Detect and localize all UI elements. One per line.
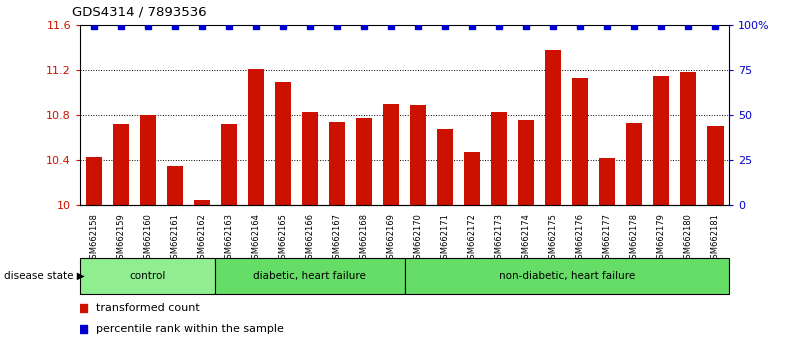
Bar bbox=[221, 124, 237, 205]
Bar bbox=[518, 120, 534, 205]
Text: percentile rank within the sample: percentile rank within the sample bbox=[96, 324, 284, 334]
Bar bbox=[680, 72, 697, 205]
Bar bbox=[437, 129, 453, 205]
Bar bbox=[654, 75, 670, 205]
Bar bbox=[464, 152, 480, 205]
Text: non-diabetic, heart failure: non-diabetic, heart failure bbox=[498, 271, 635, 281]
Bar bbox=[275, 82, 291, 205]
Bar bbox=[139, 115, 155, 205]
Bar bbox=[383, 104, 399, 205]
Bar bbox=[545, 50, 562, 205]
Bar bbox=[167, 166, 183, 205]
Bar bbox=[491, 112, 507, 205]
Text: disease state ▶: disease state ▶ bbox=[4, 271, 85, 281]
Text: diabetic, heart failure: diabetic, heart failure bbox=[253, 271, 366, 281]
Bar bbox=[572, 78, 588, 205]
Bar bbox=[410, 105, 426, 205]
Bar bbox=[302, 112, 318, 205]
Bar bbox=[356, 119, 372, 205]
Bar bbox=[626, 123, 642, 205]
Bar bbox=[112, 124, 129, 205]
Text: transformed count: transformed count bbox=[96, 303, 200, 313]
Bar bbox=[707, 126, 723, 205]
Bar bbox=[248, 69, 264, 205]
Bar bbox=[328, 122, 345, 205]
Bar bbox=[86, 157, 102, 205]
Bar bbox=[194, 200, 210, 205]
Bar bbox=[80, 258, 215, 294]
Text: control: control bbox=[130, 271, 166, 281]
Bar bbox=[215, 258, 405, 294]
Text: GDS4314 / 7893536: GDS4314 / 7893536 bbox=[72, 5, 207, 18]
Bar bbox=[405, 258, 729, 294]
Bar bbox=[599, 158, 615, 205]
